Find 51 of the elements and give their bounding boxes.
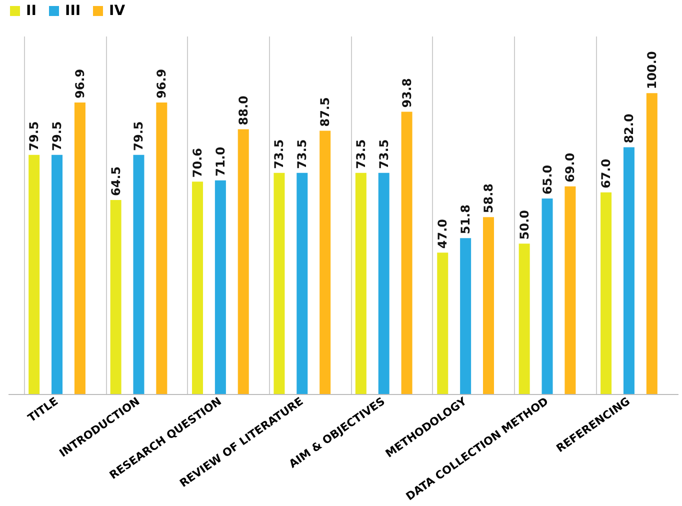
legend-label: II [26,3,36,19]
bar [238,129,249,394]
bar [320,130,331,394]
bar [646,93,658,394]
data-label: 50.0 [517,210,532,240]
bar [482,217,494,394]
bar [518,244,530,394]
bar [437,252,448,394]
bar [564,186,576,394]
bar [214,180,226,394]
bar [74,102,86,394]
data-label: 82.0 [622,114,636,144]
bar [296,172,308,394]
data-label: 73.5 [376,139,391,169]
data-label: 67.0 [599,158,614,188]
data-label: 79.5 [27,121,42,151]
data-label: 73.5 [354,139,368,169]
bar [600,192,612,394]
data-label: 70.6 [190,148,205,178]
data-label: 96.9 [72,68,87,98]
data-label: 65.0 [540,164,554,194]
data-label: 51.8 [458,204,473,234]
bar [542,198,553,394]
data-label: 88.0 [236,96,250,126]
data-label: 93.8 [400,78,414,108]
data-label: 58.8 [481,183,496,214]
bar [110,200,122,394]
data-label: 79.5 [50,121,64,151]
data-label: 73.5 [272,139,286,169]
data-label: 87.5 [318,97,332,127]
bar [133,154,144,394]
bar [401,112,412,394]
data-label: 64.5 [108,166,123,196]
data-label: 71.0 [213,146,228,176]
legend-label: III [65,3,81,19]
bar [156,102,168,394]
data-label: 96.9 [154,68,169,98]
bar [623,147,634,394]
bar [52,154,63,394]
bar [274,172,285,394]
bar [192,182,204,394]
data-label: 100.0 [644,51,659,90]
legend-label: IV [109,3,126,19]
bar [460,238,472,394]
bar [355,172,366,394]
data-label: 79.5 [132,121,146,151]
data-label: 47.0 [436,218,450,249]
data-label: 73.5 [295,139,310,169]
bar [28,154,40,394]
data-label: 69.0 [563,152,578,182]
bar [378,172,390,394]
